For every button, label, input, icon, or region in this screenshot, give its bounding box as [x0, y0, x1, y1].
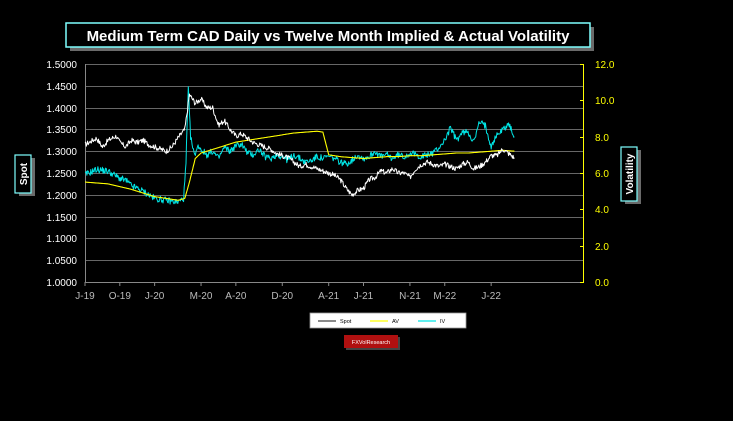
- right-tick-label: 8.0: [595, 133, 609, 144]
- left-tick-label: 1.1000: [46, 234, 77, 245]
- x-tick-label: O-19: [109, 291, 132, 302]
- left-tick-label: 1.4500: [46, 82, 77, 93]
- chart-title: Medium Term CAD Daily vs Twelve Month Im…: [87, 28, 571, 45]
- left-tick-label: 1.2000: [46, 191, 77, 202]
- left-tick-label: 1.0500: [46, 256, 77, 267]
- x-tick-label: A-20: [225, 291, 247, 302]
- series-line-spot: [84, 93, 515, 197]
- series-line-iv: [84, 86, 515, 205]
- chart-title-box: Medium Term CAD Daily vs Twelve Month Im…: [65, 22, 594, 51]
- x-tick-label: J-21: [354, 291, 374, 302]
- x-tick-label: J-22: [481, 291, 501, 302]
- right-tick-label: 10.0: [595, 96, 615, 107]
- left-axis-label-box: Spot: [14, 154, 35, 196]
- x-tick-label: N-21: [399, 291, 421, 302]
- gridlines: [85, 64, 584, 261]
- left-axis-label: Spot: [19, 162, 30, 185]
- x-tick-label: M-20: [190, 291, 213, 302]
- x-tick-label: D-20: [271, 291, 293, 302]
- right-axis-label: Volatility: [625, 153, 636, 194]
- left-tick-label: 1.2500: [46, 169, 77, 180]
- legend: Spot AV IV: [309, 312, 467, 329]
- x-tick-label: M-22: [433, 291, 456, 302]
- left-tick-label: 1.1500: [46, 213, 77, 224]
- legend-items: Spot AV IV: [318, 319, 446, 325]
- series-line-av: [85, 130, 515, 201]
- left-tick-label: 1.3000: [46, 147, 77, 158]
- left-tick-label: 1.0000: [46, 278, 77, 289]
- right-tick-label: 6.0: [595, 169, 609, 180]
- x-tick-label: J-19: [75, 291, 95, 302]
- series-layer: [84, 86, 515, 205]
- right-tick-label: 2.0: [595, 242, 609, 253]
- right-axis-ticks: 0.0 2.0 4.0 6.0 8.0 10.0 12.0: [580, 60, 615, 289]
- right-tick-label: 0.0: [595, 278, 609, 289]
- x-axis-ticks: J-19 O-19 J-20 M-20 A-20 D-20 A-21 J-21 N-21 M-22…: [75, 282, 501, 302]
- right-tick-label: 4.0: [595, 205, 609, 216]
- left-tick-label: 1.4000: [46, 104, 77, 115]
- watermark-badge: FXVolResearch: [344, 335, 400, 350]
- x-tick-label: A-21: [318, 291, 340, 302]
- right-axis-label-box: Volatility: [620, 146, 641, 204]
- watermark-text: FXVolResearch: [352, 340, 390, 346]
- right-tick-label: 12.0: [595, 60, 615, 71]
- plot-area: 1.0000 1.0500 1.1000 1.1500 1.2000 1.2500 1.30…: [46, 60, 614, 302]
- left-axis-ticks: 1.0000 1.0500 1.1000 1.1500 1.2000 1.2500 1.30…: [46, 60, 77, 289]
- legend-label-spot: Spot: [340, 319, 352, 325]
- legend-label-av: AV: [392, 319, 399, 325]
- left-tick-label: 1.3500: [46, 125, 77, 136]
- legend-label-iv: IV: [440, 319, 446, 325]
- x-tick-label: J-20: [145, 291, 165, 302]
- left-tick-label: 1.5000: [46, 60, 77, 71]
